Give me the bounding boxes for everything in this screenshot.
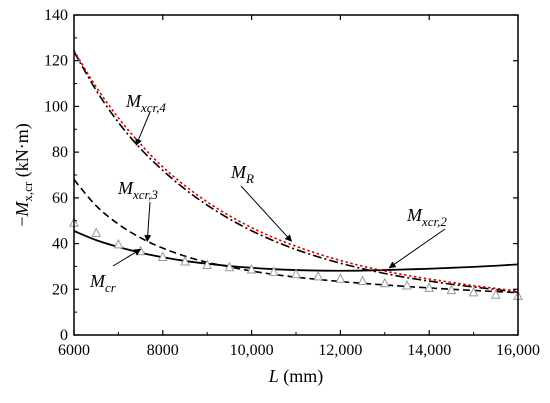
series-cr-marker — [424, 282, 435, 292]
y-tick-label: 60 — [52, 190, 68, 207]
annotation-label-xcr4: Mxcr,4 — [125, 91, 166, 115]
series-cr-marker — [291, 268, 301, 279]
y-tick-label: 100 — [44, 98, 68, 115]
series-R-line — [73, 50, 519, 292]
x-axis-title-variable: L — [268, 366, 279, 386]
annotation-arrow-cr — [112, 248, 142, 267]
y-axis-title-variable: M — [12, 201, 32, 218]
annotation-arrow-xcr3 — [144, 201, 152, 242]
y-tick-label: 140 — [44, 7, 68, 24]
x-axis: 6000 8000 10,000 12,000 14,000 16,000 — [58, 15, 540, 359]
series-cr-marker — [91, 227, 102, 237]
series-cr-marker — [113, 238, 124, 249]
series-cr-marker — [357, 275, 368, 285]
y-axis-title: −Mx,cr (kN·m) — [12, 123, 35, 227]
y-tick-label: 120 — [44, 53, 68, 70]
series-cr-marker — [313, 270, 324, 281]
annotation-layer: Mxcr,4 MR Mxcr,3 Mxcr,2 Mcr — [89, 91, 447, 295]
y-tick-label: 20 — [52, 281, 68, 298]
annotation-label-R: MR — [230, 162, 254, 186]
x-tick-label: 12,000 — [318, 342, 362, 359]
y-axis-title-prefix: − — [12, 217, 32, 227]
series-cr-marker — [157, 251, 168, 261]
y-axis-title-subscript: x,cr — [20, 181, 35, 202]
series-layer — [69, 50, 523, 300]
x-axis-title: L (mm) — [268, 366, 324, 387]
x-tick-label: 8000 — [147, 342, 179, 359]
x-tick-label: 6000 — [58, 342, 90, 359]
y-axis-title-unit: (kN·m) — [12, 123, 33, 181]
annotation-label-xcr3: Mxcr,3 — [117, 178, 158, 202]
series-cr-marker — [268, 266, 279, 276]
series-cr-marker — [490, 289, 501, 299]
series-cr-marker — [202, 259, 213, 269]
series-cr-marker — [402, 279, 412, 290]
annotation-arrow-R — [240, 185, 293, 242]
series-cr-marker — [379, 277, 390, 288]
y-tick-label: 0 — [60, 327, 68, 344]
annotation-label-cr: Mcr — [89, 271, 117, 295]
y-axis: 0 20 40 60 80 100 120 140 — [44, 7, 518, 344]
annotation-arrow-xcr4 — [135, 111, 151, 146]
series-cr-marker — [446, 284, 457, 295]
annotation-label-xcr2: Mxcr,2 — [406, 205, 447, 229]
y-tick-label: 40 — [52, 236, 68, 253]
series-xcr3-line — [73, 179, 519, 294]
annotation-arrow-xcr2 — [388, 228, 446, 269]
series-cr-marker — [224, 261, 235, 272]
x-axis-title-unit: (mm) — [279, 366, 324, 387]
series-cr-marker — [246, 263, 257, 274]
y-tick-label: 80 — [52, 144, 68, 161]
x-tick-label: 16,000 — [496, 342, 540, 359]
series-cr-marker — [180, 255, 190, 266]
x-tick-label: 14,000 — [407, 342, 451, 359]
series-cr-marker — [468, 286, 479, 297]
series-cr-marker — [335, 273, 346, 283]
x-tick-label: 10,000 — [230, 342, 274, 359]
series-xcr4-line — [73, 51, 519, 294]
